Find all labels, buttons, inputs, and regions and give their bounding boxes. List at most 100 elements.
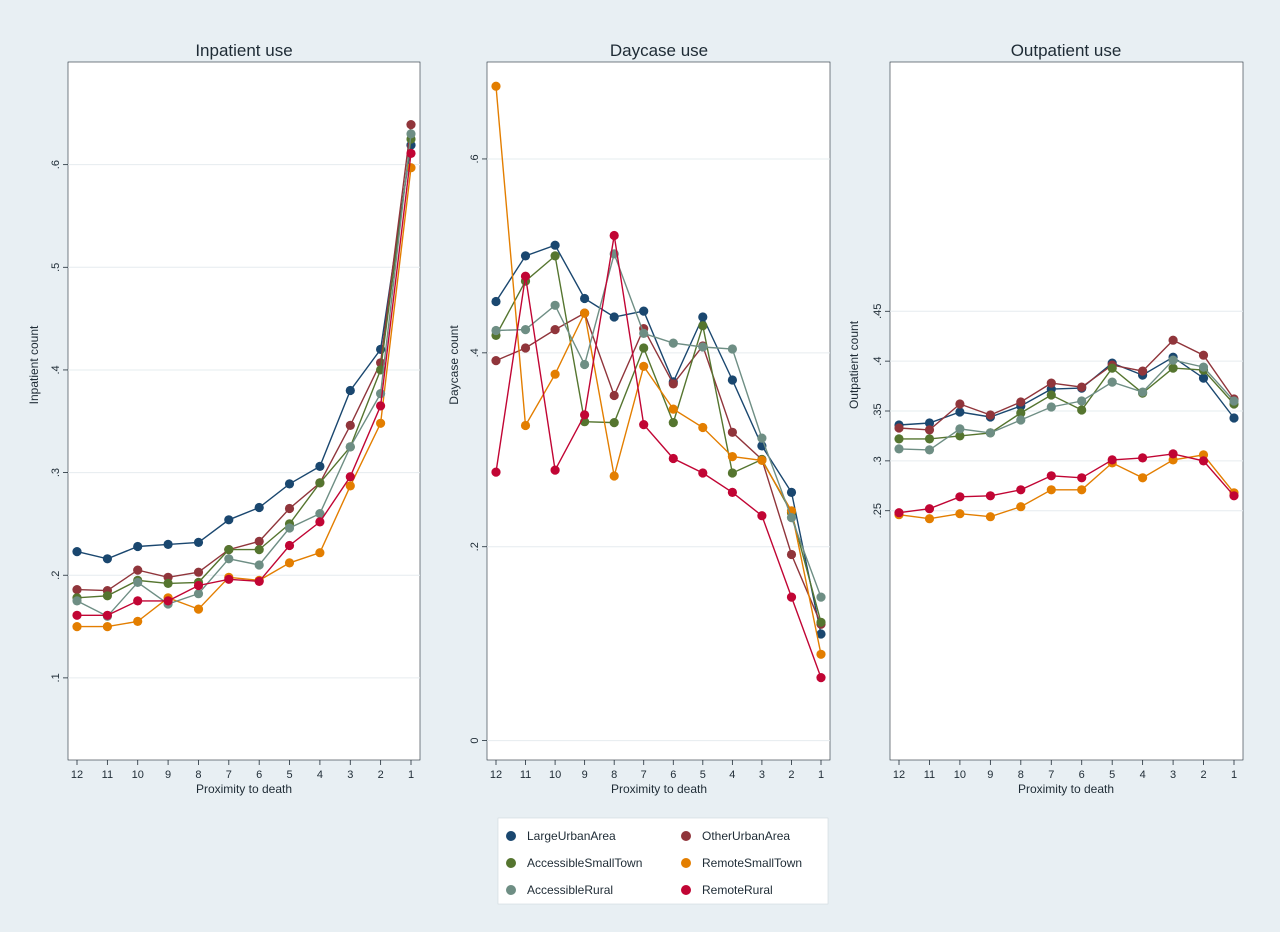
data-point bbox=[1046, 471, 1056, 481]
data-point bbox=[315, 548, 325, 558]
data-point bbox=[727, 468, 738, 478]
data-point bbox=[1046, 485, 1056, 495]
data-point bbox=[639, 361, 649, 371]
data-point bbox=[491, 81, 501, 91]
y-tick-label: .3 bbox=[50, 468, 62, 477]
legend-item-remote-small-town: RemoteSmallTown bbox=[681, 856, 802, 870]
y-axis-label: Inpatient count bbox=[27, 325, 41, 404]
series-LargeUrbanArea bbox=[72, 140, 416, 564]
data-point bbox=[406, 120, 416, 130]
y-tick-label: .45 bbox=[872, 304, 884, 319]
x-tick-label: 11 bbox=[520, 769, 531, 781]
x-tick-label: 7 bbox=[1048, 769, 1054, 781]
legend-label: OtherUrbanArea bbox=[702, 829, 790, 843]
data-point bbox=[1138, 473, 1148, 483]
x-tick-label: 6 bbox=[1079, 769, 1085, 781]
x-tick-label: 10 bbox=[954, 769, 966, 781]
legend-label: RemoteRural bbox=[702, 883, 773, 897]
series-line bbox=[899, 367, 1235, 440]
data-point bbox=[284, 503, 295, 514]
data-point bbox=[757, 511, 767, 521]
data-point bbox=[315, 517, 325, 527]
data-point bbox=[520, 420, 531, 431]
y-tick-label: .35 bbox=[872, 403, 884, 418]
data-point bbox=[163, 596, 173, 606]
data-point bbox=[1198, 373, 1209, 383]
x-tick-label: 9 bbox=[987, 769, 993, 781]
data-point bbox=[786, 513, 797, 523]
y-tick-label: .6 bbox=[469, 154, 481, 163]
series-RemoteRural bbox=[491, 230, 826, 683]
gridlines bbox=[890, 310, 1243, 512]
y-tick-label: .2 bbox=[469, 542, 481, 551]
y-tick-label: .4 bbox=[50, 365, 62, 374]
data-point bbox=[345, 420, 355, 430]
data-point bbox=[816, 617, 826, 627]
plot-area bbox=[67, 61, 421, 761]
y-tick-label: .4 bbox=[872, 357, 884, 366]
data-point bbox=[955, 399, 965, 409]
data-point bbox=[376, 358, 386, 368]
data-point bbox=[491, 467, 501, 477]
series-line bbox=[898, 453, 1235, 514]
data-point bbox=[1107, 377, 1117, 387]
x-tick-label: 8 bbox=[195, 769, 201, 781]
x-tick-label: 1 bbox=[818, 769, 824, 781]
legend-item-large-urban: LargeUrbanArea bbox=[506, 829, 616, 843]
data-point bbox=[668, 404, 678, 414]
panel-title: Inpatient use bbox=[195, 41, 292, 60]
x-tick-label: 12 bbox=[490, 769, 502, 781]
data-point bbox=[894, 508, 904, 518]
data-point bbox=[491, 356, 501, 366]
x-tick-label: 4 bbox=[317, 769, 323, 781]
data-point bbox=[254, 560, 264, 570]
data-point bbox=[491, 325, 501, 336]
x-tick-label: 6 bbox=[256, 769, 262, 781]
data-point bbox=[406, 129, 416, 139]
data-point bbox=[163, 539, 173, 550]
x-tick-label: 1 bbox=[1231, 769, 1237, 781]
data-point bbox=[72, 610, 82, 620]
legend-label: AccessibleRural bbox=[527, 883, 613, 897]
data-point bbox=[193, 567, 204, 577]
data-point bbox=[1168, 363, 1178, 373]
data-point bbox=[668, 418, 678, 428]
x-axis-ticks: 12 11 10 9 8 7 6 5 4 3 2 1 bbox=[71, 760, 414, 781]
data-point bbox=[1198, 350, 1209, 360]
data-point bbox=[924, 418, 935, 428]
x-tick-label: 12 bbox=[71, 769, 83, 781]
series-line bbox=[76, 138, 412, 599]
data-point bbox=[1016, 408, 1026, 418]
data-point bbox=[639, 420, 649, 430]
series-RemoteSmallTown bbox=[491, 81, 826, 659]
data-point bbox=[955, 509, 965, 519]
x-tick-label: 3 bbox=[347, 769, 353, 781]
data-point bbox=[757, 433, 767, 443]
x-tick-label: 9 bbox=[165, 769, 171, 781]
series-AccessibleRural bbox=[894, 355, 1239, 455]
data-point bbox=[102, 610, 112, 620]
x-tick-label: 10 bbox=[549, 769, 561, 781]
data-point bbox=[955, 431, 965, 441]
series-line bbox=[495, 251, 822, 598]
x-axis-ticks: 12 11 10 9 8 7 6 5 4 3 2 1 bbox=[490, 760, 824, 781]
data-point bbox=[668, 453, 678, 464]
panel-title: Daycase use bbox=[610, 41, 708, 60]
data-point bbox=[1168, 335, 1178, 345]
series-line bbox=[76, 144, 412, 560]
series-line bbox=[495, 86, 822, 655]
data-point bbox=[224, 574, 234, 584]
data-point bbox=[609, 312, 619, 322]
series-line bbox=[76, 124, 412, 592]
data-point bbox=[1077, 405, 1087, 415]
x-tick-label: 6 bbox=[670, 769, 676, 781]
data-point bbox=[668, 338, 678, 348]
data-point bbox=[698, 321, 708, 331]
y-axis-label: Outpatient count bbox=[847, 320, 861, 409]
data-point bbox=[193, 580, 204, 591]
data-point bbox=[727, 344, 738, 354]
legend-box bbox=[497, 817, 829, 905]
data-point bbox=[1046, 390, 1056, 400]
y-tick-label: .6 bbox=[50, 160, 62, 169]
data-point bbox=[224, 545, 234, 555]
